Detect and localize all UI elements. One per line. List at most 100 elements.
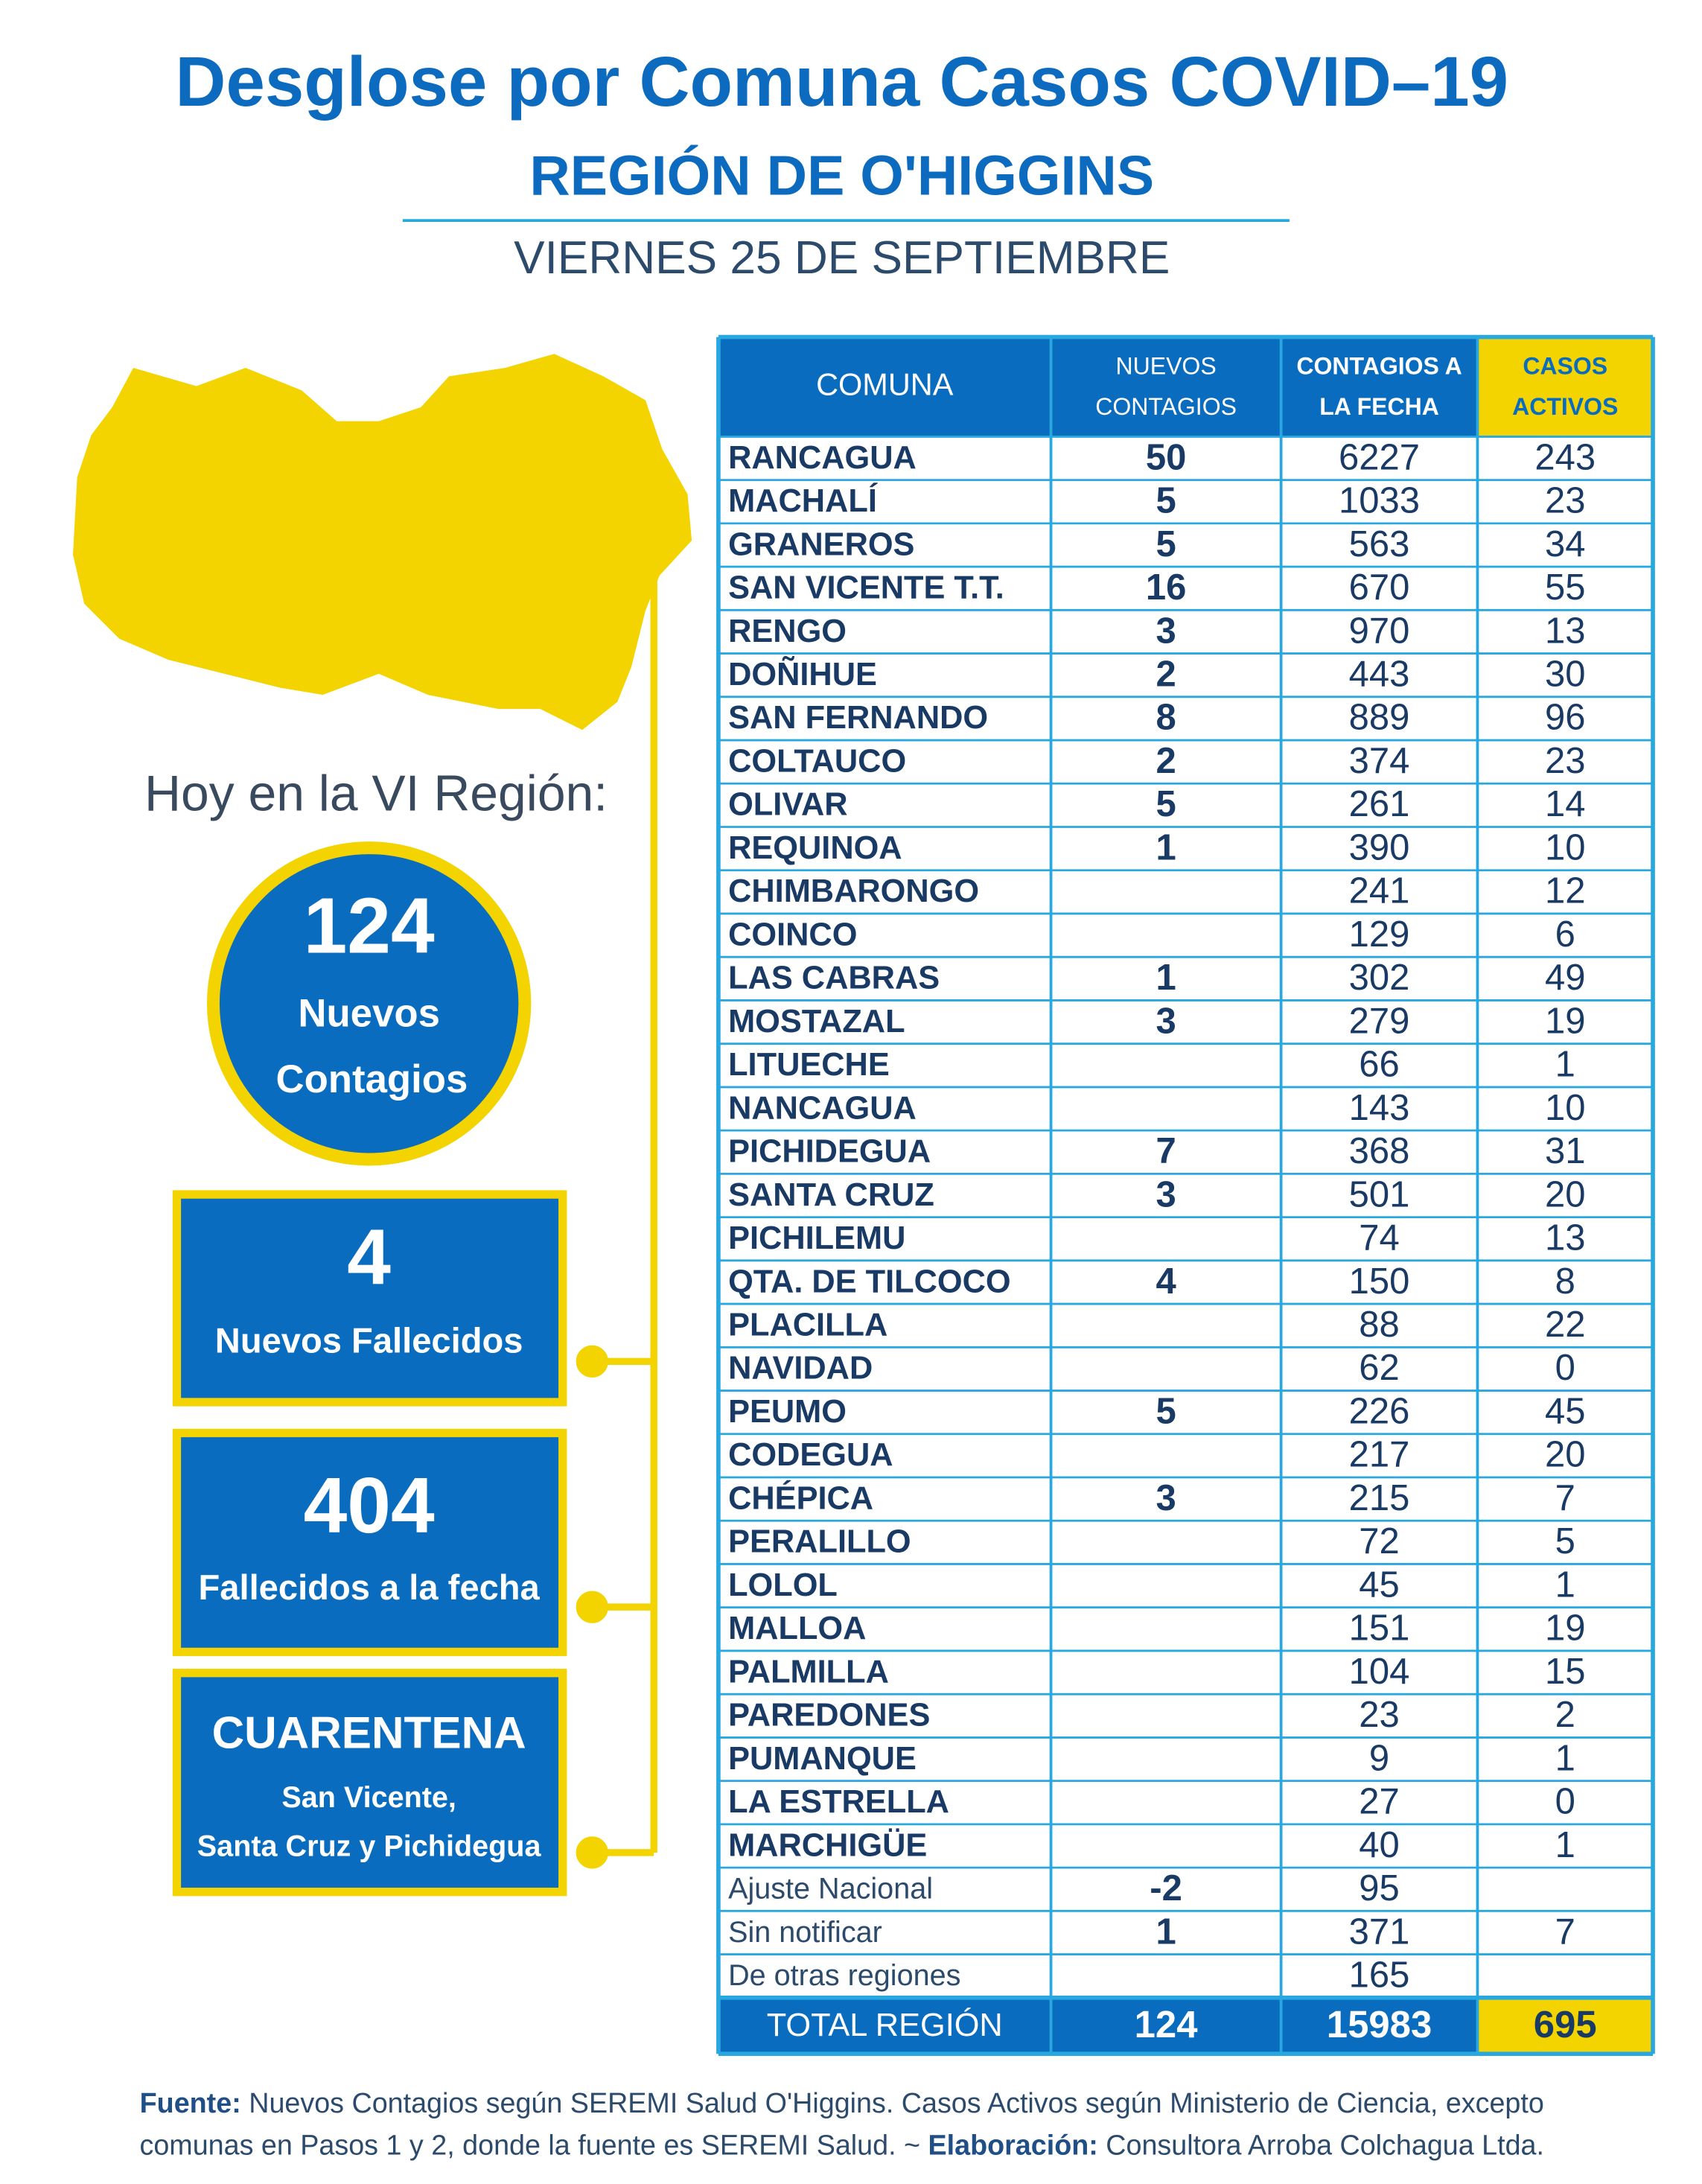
cell: 8: [1156, 698, 1176, 738]
cell: 45: [1359, 1564, 1400, 1605]
cuarentena-box: [172, 1669, 567, 1897]
cell: 217: [1349, 1435, 1410, 1475]
nuevos-circle: [206, 841, 532, 1166]
cell: 55: [1545, 567, 1586, 608]
cell: -2: [1150, 1868, 1182, 1908]
cell: 0: [1555, 1782, 1575, 1822]
cell: 226: [1349, 1391, 1410, 1431]
cell: 3: [1156, 1478, 1176, 1518]
summary-heading: Hoy en la VI Región:: [144, 766, 608, 822]
cell: 151: [1349, 1608, 1410, 1649]
header-bg: [718, 337, 1478, 437]
cuarentena-line: Santa Cruz y Pichidegua: [197, 1830, 542, 1863]
comuna: MACHALÍ: [728, 483, 878, 519]
cell: 62: [1359, 1348, 1400, 1388]
comuna: MALLOA: [728, 1611, 866, 1646]
cell: 6227: [1339, 437, 1420, 477]
comuna: PUMANQUE: [728, 1741, 917, 1777]
cell: 66: [1359, 1045, 1400, 1085]
nuevos-value: 124: [304, 882, 435, 970]
cell: 3: [1156, 1001, 1176, 1041]
fallecidos-total-label: Fallecidos a la fecha: [199, 1567, 541, 1607]
cell: 143: [1349, 1088, 1410, 1128]
region-map: [72, 354, 692, 730]
column-header: CONTAGIOS: [1095, 393, 1237, 420]
cell: 5: [1156, 481, 1176, 521]
column-header: LA FECHA: [1319, 393, 1439, 420]
comuna: SANTA CRUZ: [728, 1177, 934, 1213]
comuna: CHÉPICA: [728, 1480, 873, 1516]
cell: 8: [1555, 1261, 1575, 1302]
fallecidos-nuevos-value: 4: [347, 1213, 391, 1301]
connector-dots: [576, 1345, 654, 1869]
cell: 970: [1349, 611, 1410, 651]
cell: 3: [1156, 611, 1176, 651]
comuna: PALMILLA: [728, 1654, 889, 1690]
cell: 129: [1349, 914, 1410, 955]
cell: 104: [1349, 1652, 1410, 1692]
column-header: CASOS: [1523, 353, 1607, 380]
cell: 374: [1349, 741, 1410, 781]
cell: 2: [1156, 741, 1176, 781]
column-header: ACTIVOS: [1512, 393, 1618, 420]
comuna: PEUMO: [728, 1394, 847, 1430]
cell: 1: [1156, 958, 1176, 998]
cell: 243: [1534, 437, 1596, 477]
cell: 670: [1349, 567, 1410, 608]
cell: 30: [1545, 655, 1586, 695]
cell: 279: [1349, 1001, 1410, 1041]
footer-text: Consultora Arroba Colchagua Ltda.: [1098, 2130, 1544, 2161]
cell: 20: [1545, 1435, 1586, 1475]
cell: 34: [1545, 524, 1586, 564]
cell: 16: [1146, 567, 1187, 608]
cell: 13: [1545, 1218, 1586, 1258]
comuna: COLTAUCO: [728, 743, 906, 779]
cell: 7: [1555, 1911, 1575, 1952]
comuna: LITUECHE: [728, 1047, 890, 1083]
comuna: NANCAGUA: [728, 1090, 917, 1126]
cell: 1: [1156, 827, 1176, 867]
fallecidos-nuevos-label: Nuevos Fallecidos: [215, 1320, 523, 1360]
cell: 1: [1555, 1738, 1575, 1778]
comuna: MARCHIGÜE: [728, 1827, 927, 1863]
cell: 95: [1359, 1868, 1400, 1908]
column-header: NUEVOS: [1115, 353, 1216, 380]
comuna: RANCAGUA: [728, 440, 917, 476]
header-bg: [1477, 337, 1654, 437]
cell: 6: [1555, 914, 1575, 955]
comuna: LA ESTRELLA: [728, 1784, 949, 1820]
cell: 5: [1156, 1391, 1176, 1431]
cell: 23: [1359, 1695, 1400, 1735]
cell: 49: [1545, 958, 1586, 998]
cell: 563: [1349, 524, 1410, 564]
cell: 14: [1545, 784, 1586, 824]
footer-label: Fuente:: [140, 2087, 241, 2118]
footer-line: Fuente: Nuevos Contagios según SEREMI Sa…: [140, 2087, 1544, 2118]
cell: 50: [1146, 437, 1187, 477]
cell: 10: [1545, 827, 1586, 867]
cell: 2: [1555, 1695, 1575, 1735]
comuna: MOSTAZAL: [728, 1004, 905, 1040]
comuna: CODEGUA: [728, 1437, 893, 1473]
comuna: SAN VICENTE T.T.: [728, 570, 1004, 606]
cell: 1: [1555, 1825, 1575, 1865]
column-header: CONTAGIOS A: [1296, 353, 1462, 380]
comuna: NAVIDAD: [728, 1351, 873, 1387]
cell: 7: [1156, 1131, 1176, 1171]
total-cell: 695: [1534, 2003, 1597, 2045]
cuarentena-line: San Vicente,: [281, 1781, 456, 1814]
comuna: LAS CABRAS: [728, 961, 940, 996]
cell: 501: [1349, 1174, 1410, 1214]
total-bg: [718, 1997, 1478, 2054]
comuna: PICHILEMU: [728, 1220, 905, 1256]
cell: 27: [1359, 1782, 1400, 1822]
nuevos-label: Nuevos: [298, 992, 440, 1036]
cell: 368: [1349, 1131, 1410, 1171]
comuna: PERALILLO: [728, 1524, 911, 1560]
fallecidos-total-box: [172, 1428, 567, 1657]
cell: 31: [1545, 1131, 1586, 1171]
comuna: CHIMBARONGO: [728, 873, 979, 909]
comuna: REQUINOA: [728, 830, 902, 866]
footer-text: Nuevos Contagios según SEREMI Salud O'Hi…: [241, 2087, 1544, 2118]
